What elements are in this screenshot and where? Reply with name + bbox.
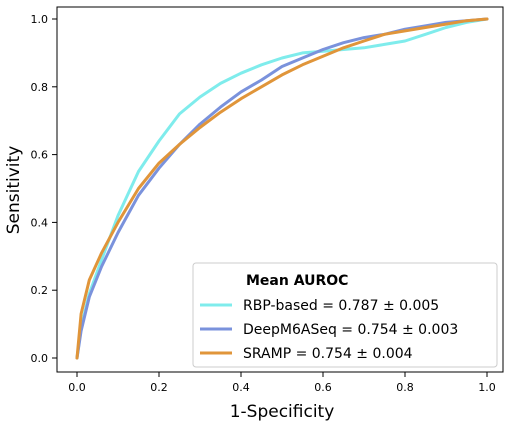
series-line-3 — [75, 17, 489, 360]
x-tick-label: 0.6 — [314, 381, 332, 394]
x-tick-label: 0.4 — [232, 381, 250, 394]
series-layer — [75, 17, 489, 360]
y-tick-label: 0.4 — [31, 216, 49, 229]
plot-frame — [56, 6, 504, 373]
legend-entry-label-1: RBP-based = 0.787 ± 0.005 — [243, 298, 439, 314]
series-line-2 — [75, 17, 489, 360]
y-tick-label: 0.8 — [31, 81, 49, 94]
ticks-layer: 0.0 0.2 0.4 0.6 0.8 1.0 0.0 0.2 0.4 0.6 0.8 1.0 — [31, 13, 496, 394]
y-tick-label: 1.0 — [31, 13, 49, 26]
x-tick-label: 0.8 — [396, 381, 414, 394]
x-axis-label: 1-Specificity — [230, 402, 335, 422]
legend: Mean AUROC RBP-based = 0.787 ± 0.005 Deep… — [192, 262, 498, 368]
x-tick-label: 1.0 — [478, 381, 496, 394]
y-tick-label: 0.0 — [31, 352, 49, 365]
legend-title: Mean AUROC — [246, 273, 348, 289]
legend-entry-label-3: SRAMP = 0.754 ± 0.004 — [243, 346, 413, 362]
legend-entries: RBP-based = 0.787 ± 0.005 DeepM6ASeq = 0.… — [200, 298, 458, 362]
y-axis-label: Sensitivity — [4, 146, 24, 235]
y-tick-label: 0.6 — [31, 149, 49, 162]
legend-entry-label-2: DeepM6ASeq = 0.754 ± 0.003 — [243, 322, 458, 338]
x-tick-label: 0.0 — [68, 381, 86, 394]
legend-box — [192, 262, 498, 368]
x-tick-label: 0.2 — [150, 381, 168, 394]
y-tick-label: 0.2 — [31, 284, 49, 297]
